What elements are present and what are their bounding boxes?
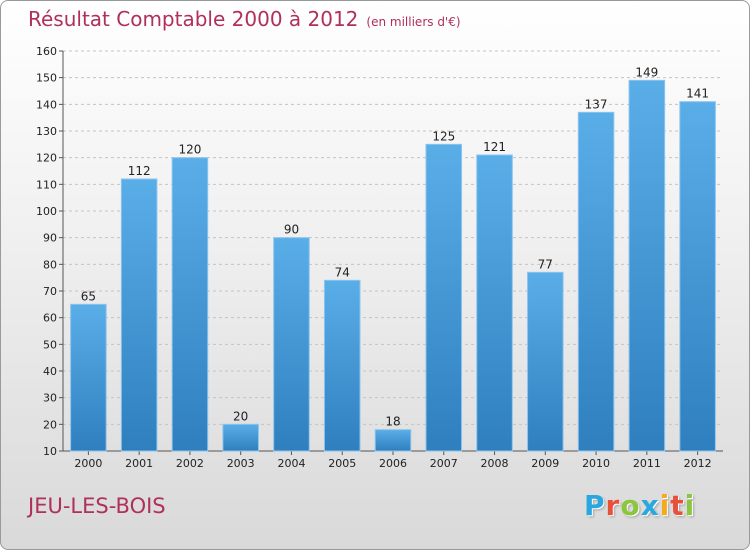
location-name: JEU-LES-BOIS — [28, 494, 166, 518]
x-tick-label-2005: 2005 — [328, 457, 356, 470]
data-label-2000: 65 — [81, 289, 96, 303]
logo-letter: x — [640, 489, 660, 522]
bar-2002 — [171, 157, 209, 452]
x-tick-label-2004: 2004 — [277, 457, 305, 470]
y-tick-label: 110 — [36, 178, 57, 191]
data-label-2005: 74 — [335, 265, 350, 279]
y-tick-label: 160 — [36, 45, 57, 58]
chart-subtitle: (en milliers d'€) — [366, 15, 461, 29]
x-tick-label-2008: 2008 — [481, 457, 509, 470]
data-label-2002: 120 — [178, 143, 201, 157]
y-tick-label: 30 — [43, 392, 57, 405]
chart-title: Résultat Comptable 2000 à 2012 (en millie… — [28, 7, 461, 31]
chart-title-text: Résultat Comptable 2000 à 2012 — [28, 7, 359, 31]
data-label-2011: 149 — [635, 65, 658, 79]
data-label-2001: 112 — [128, 164, 151, 178]
x-tick-label-2012: 2012 — [684, 457, 712, 470]
data-label-2006: 18 — [385, 415, 400, 429]
y-tick-label: 70 — [43, 285, 57, 298]
x-tick-label-2003: 2003 — [227, 457, 255, 470]
y-tick-label: 90 — [43, 232, 57, 245]
grid-lines — [63, 50, 723, 452]
bar-2006 — [374, 429, 412, 452]
x-tick-label-2007: 2007 — [430, 457, 458, 470]
y-tick-label: 80 — [43, 258, 57, 271]
bars — [70, 79, 716, 452]
data-label-2008: 121 — [483, 140, 506, 154]
data-label-2004: 90 — [284, 223, 299, 237]
bar-2009 — [527, 271, 564, 452]
y-tick-label: 60 — [43, 312, 57, 325]
y-tick-label: 40 — [43, 365, 57, 378]
y-tick-label: 20 — [43, 418, 57, 431]
x-tick-label-2011: 2011 — [633, 457, 661, 470]
data-label-2009: 77 — [538, 257, 553, 271]
bar-2003 — [222, 423, 259, 452]
y-tick-label: 150 — [36, 72, 57, 85]
x-tick-label-2006: 2006 — [379, 457, 407, 470]
y-tick-label: 100 — [36, 205, 57, 218]
x-tick-label-2002: 2002 — [176, 457, 204, 470]
logo-letter: i — [684, 489, 696, 522]
bar-2010 — [577, 111, 615, 452]
y-tick-label: 130 — [36, 125, 57, 138]
x-tick-label-2010: 2010 — [582, 457, 610, 470]
data-label-2012: 141 — [686, 87, 709, 101]
logo-letter: t — [670, 489, 685, 522]
data-label-2010: 137 — [585, 97, 608, 111]
bar-2001 — [120, 178, 158, 452]
y-tick-label: 10 — [43, 445, 57, 458]
y-tick-label: 50 — [43, 338, 57, 351]
bar-2007 — [425, 143, 463, 452]
x-tick-label-2001: 2001 — [125, 457, 153, 470]
bar-2005 — [323, 279, 361, 452]
x-tick-label-2009: 2009 — [531, 457, 559, 470]
data-label-2003: 20 — [233, 409, 248, 423]
logo-letter: r — [605, 489, 621, 522]
x-tick-label-2000: 2000 — [74, 457, 102, 470]
data-label-2007: 125 — [432, 129, 455, 143]
bar-2012 — [679, 101, 716, 452]
bar-2004 — [273, 237, 310, 452]
bar-2000 — [70, 303, 107, 452]
bar-2011 — [628, 79, 666, 452]
logo-letter: P — [584, 489, 606, 522]
labels: 65 112 120 20 90 74 18 125 121 77 137 149 141 — [81, 65, 709, 428]
logo-letter: i — [659, 489, 671, 522]
y-tick-label: 120 — [36, 152, 57, 165]
bar-2008 — [476, 154, 513, 452]
proxiti-logo: Proxiti — [584, 489, 695, 522]
y-tick-label: 140 — [36, 98, 57, 111]
logo-letter: o — [620, 489, 641, 522]
